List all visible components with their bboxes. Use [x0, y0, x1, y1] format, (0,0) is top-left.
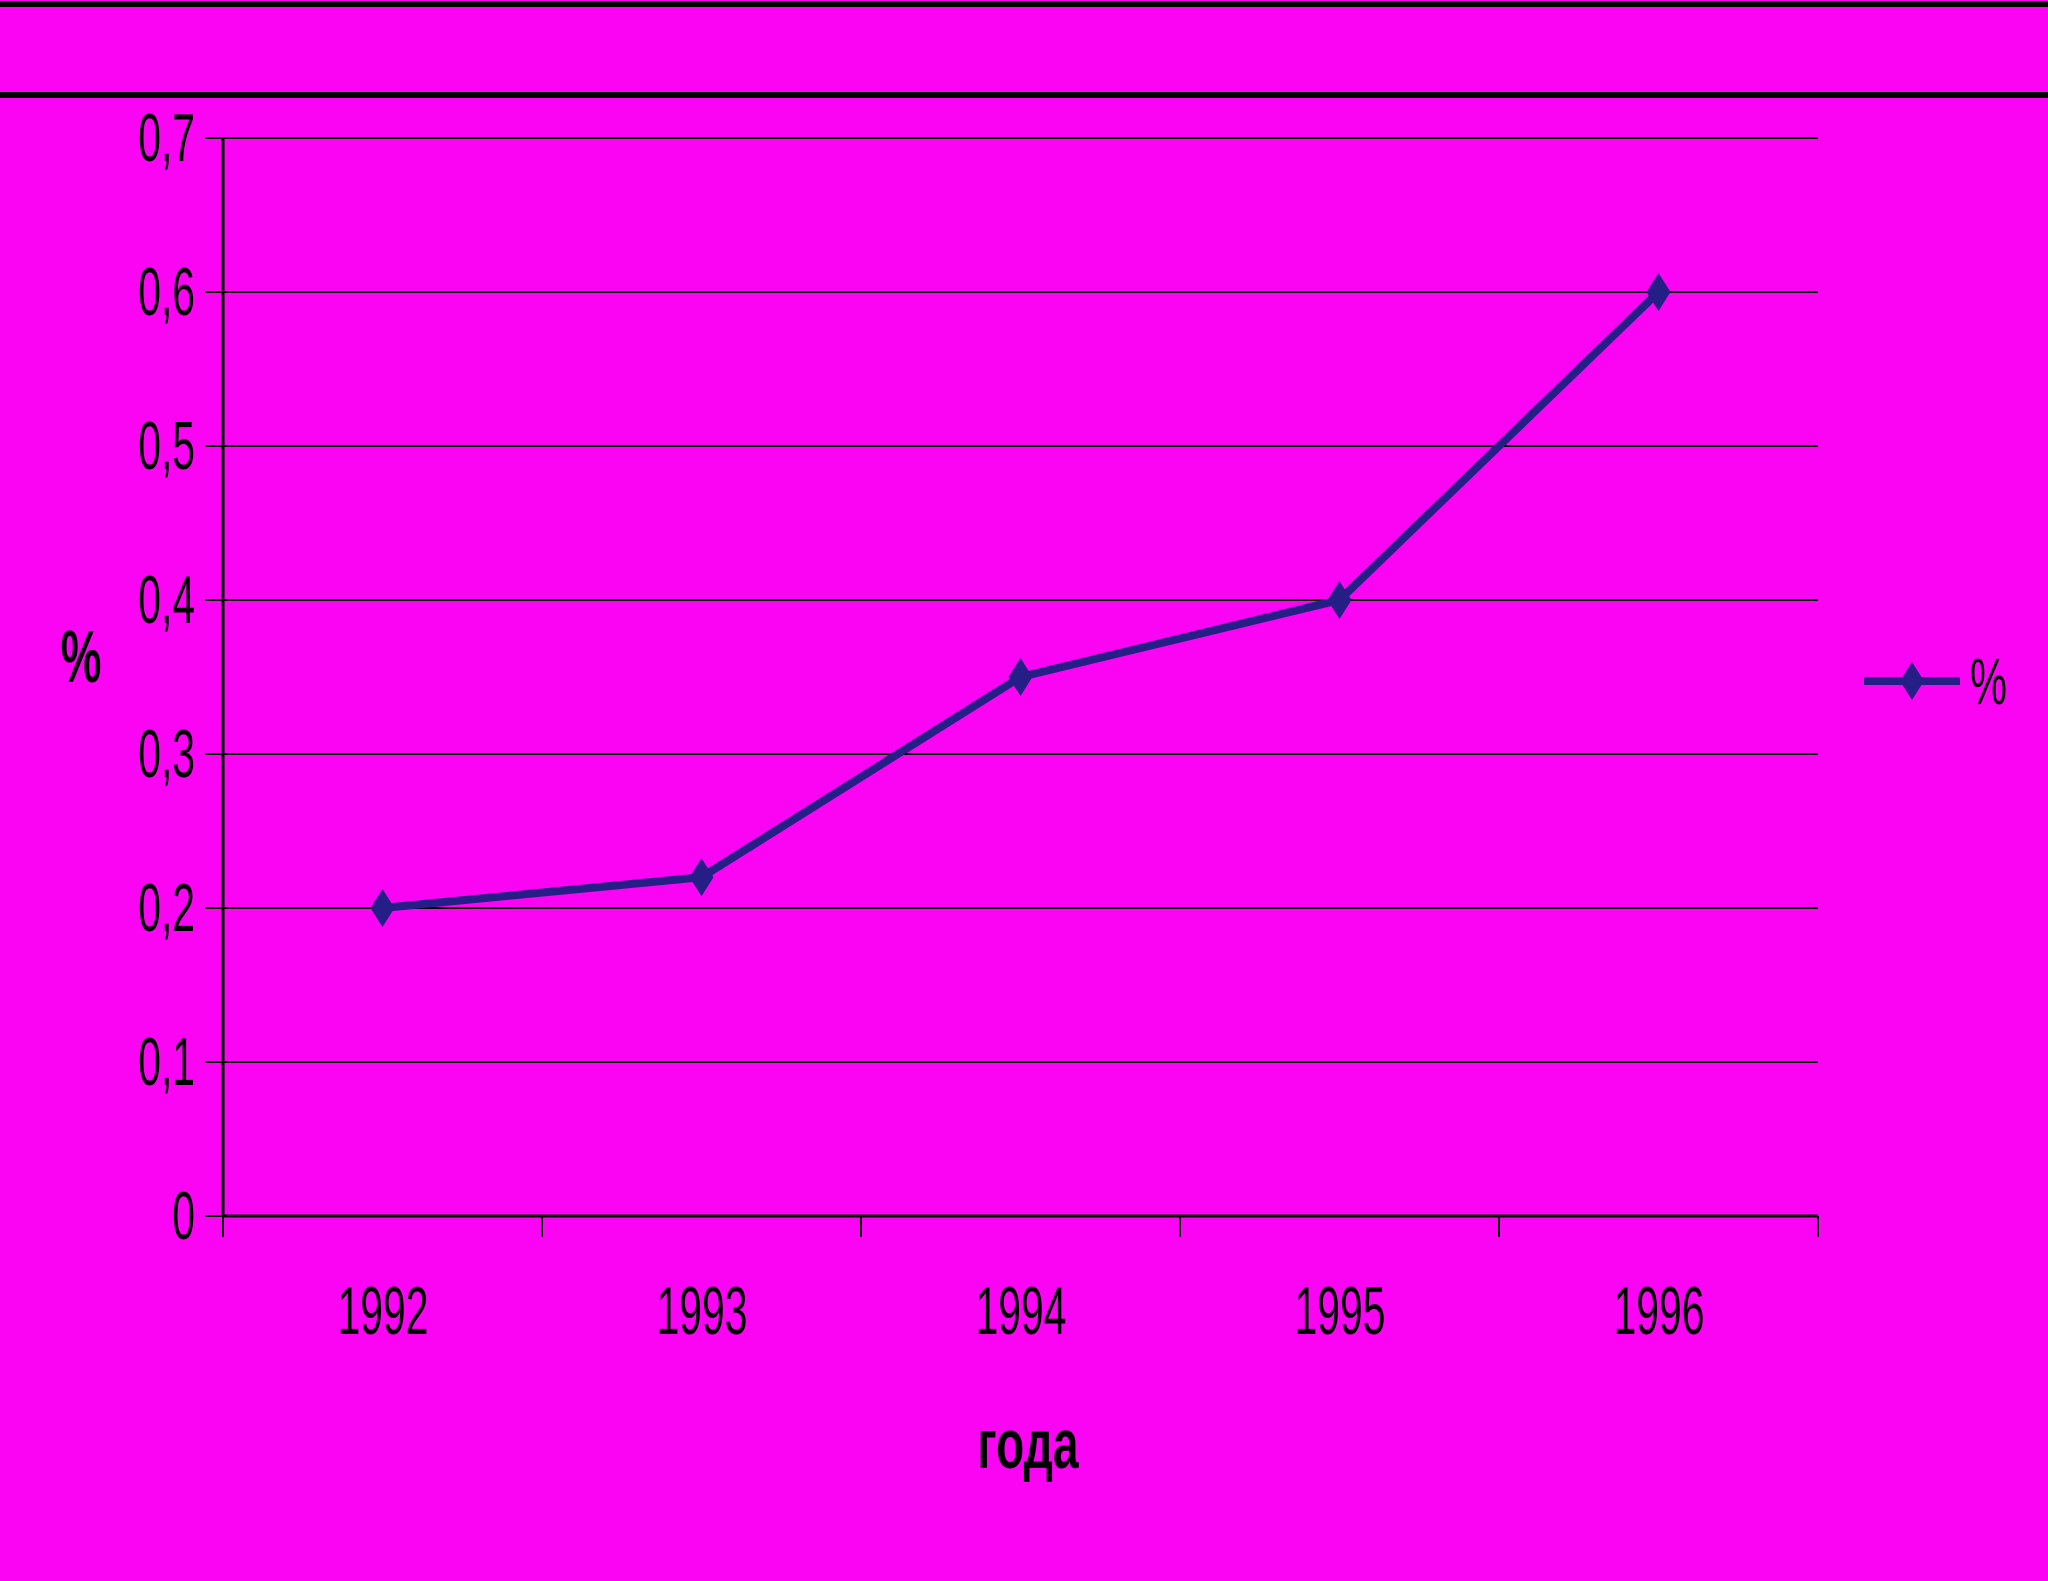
legend: % — [1862, 645, 2029, 717]
legend-diamond-marker-icon — [1900, 662, 1924, 700]
data-point-marker — [1646, 273, 1671, 311]
data-point-marker — [1008, 658, 1033, 696]
top-border-line-upper — [0, 1, 2048, 7]
data-point-marker — [1327, 581, 1352, 619]
top-border-line-lower — [0, 92, 2048, 98]
data-point-marker — [689, 858, 714, 897]
data-point-marker — [370, 889, 395, 927]
legend-key-graphic — [1864, 662, 1960, 700]
legend-series-label: % — [1970, 644, 2007, 718]
